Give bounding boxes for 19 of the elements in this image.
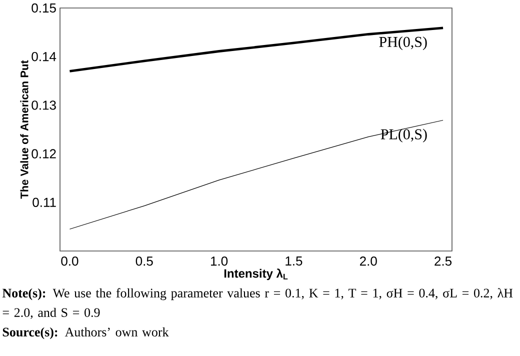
x-tick-label: 2.5 [434, 256, 452, 266]
x-tick-label: 0.5 [136, 256, 153, 266]
x-tick-label: 2.0 [360, 256, 377, 266]
y-tick-label: 0.11 [32, 198, 56, 207]
x-axis-title: Intensity λ$_{L}$ [224, 268, 288, 280]
series-label: PL(0,S) [380, 128, 427, 142]
y-tick-label: 0.14 [32, 52, 56, 62]
text: Source(s): Authors’ own work [2, 327, 169, 340]
y-axis-title: The Value of American Put [20, 60, 28, 199]
series-label: PH(0,S) [379, 36, 427, 50]
y-tick-label: 0.13 [32, 100, 56, 110]
x-tick-label: 0.0 [61, 256, 78, 266]
text: Note(s): We use the following parameter values r = 0.1, K = 1, T = 1, σH = 0.4, σL = 0.2, λH = 2.0, and S = 0.9 [2, 288, 513, 319]
line-series [69, 120, 444, 230]
y-tick-label: 0.15 [32, 3, 56, 13]
x-tick-label: 1.5 [286, 256, 302, 266]
x-tick-label: 1.0 [210, 256, 228, 266]
line-series [68, 26, 444, 72]
y-tick-label: 0.12 [32, 149, 56, 158]
